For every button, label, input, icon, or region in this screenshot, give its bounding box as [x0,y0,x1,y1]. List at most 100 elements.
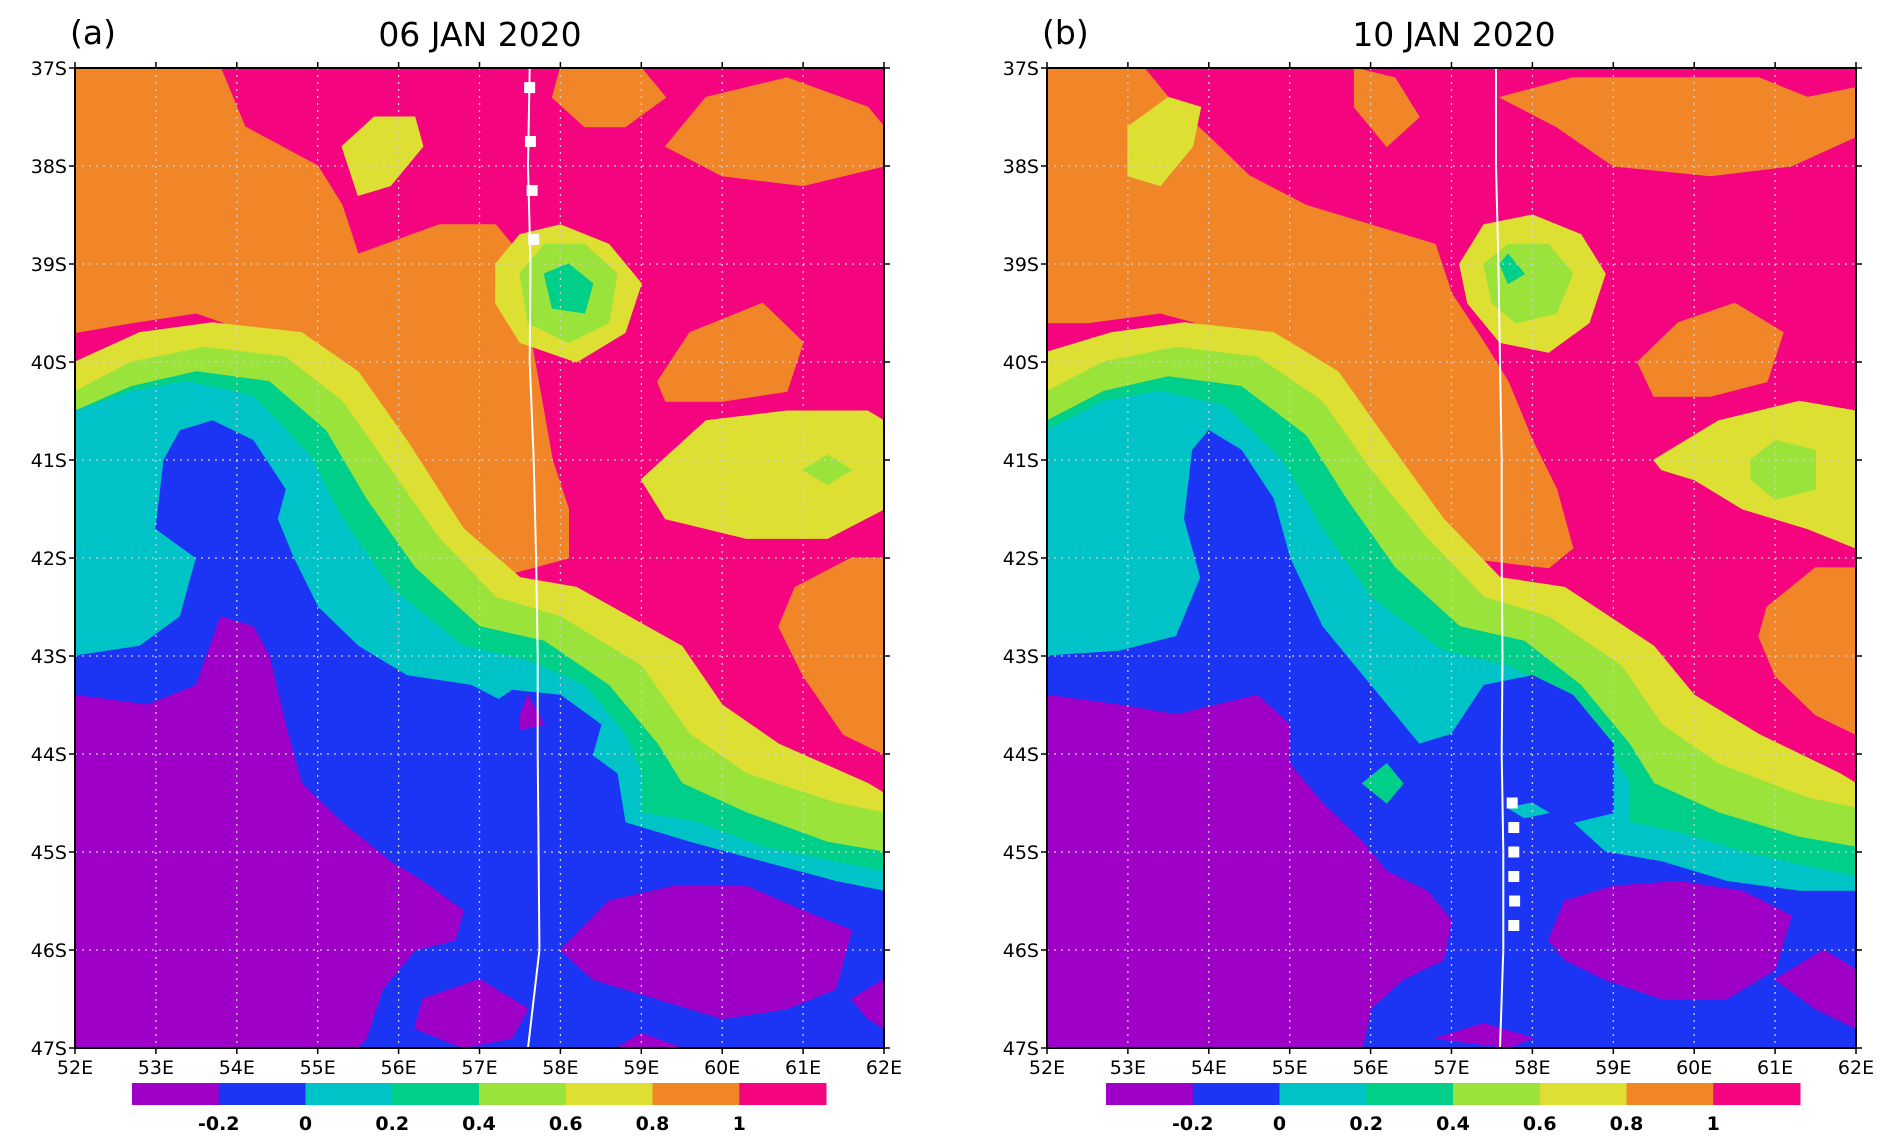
y-tick-label: 41S [1003,450,1039,472]
contour-band-lt--0.2 [1434,1023,1533,1048]
x-tick-label: 61E [785,1057,821,1079]
axes: 52E 53E 54E 55E 56E 57E 58E 59E 60E 61E 62E 37S 38S 3… [31,58,902,1079]
y-tick-label: 43S [1003,646,1039,668]
colorbar-tick-label: -0.2 [198,1113,240,1135]
track-marker [1508,822,1520,833]
track-marker [528,234,540,245]
x-tick-label: 62E [1838,1057,1874,1079]
plot-area: 52E 53E 54E 55E 56E 57E 58E 59E 60E 61E 62E 37S 38S 3… [31,58,902,1079]
y-tick-label: 46S [31,940,67,962]
panel-label: (a) [70,13,116,52]
track-marker [1508,920,1520,931]
satellite-track [526,68,541,1048]
colorbar-swatch [1539,1083,1627,1105]
colorbar-swatch [132,1083,220,1105]
colorbar-swatch [652,1083,740,1105]
contour-band-lt-1 [1499,77,1856,177]
x-tick-label: 54E [219,1057,255,1079]
colorbar-tick-label: 0.4 [1436,1113,1470,1135]
panel-b: (b) 10 JAN 2020 52E 53E 54E 55E 56E 57E 58E 59E… [1003,13,1874,1079]
contour-band-lt-1 [1758,567,1856,735]
y-tick-label: 47S [31,1038,67,1060]
contour-band-lt--0.2 [616,1032,683,1048]
x-tick-label: 57E [1433,1057,1469,1079]
contour-band-lt-0.8 [341,116,424,196]
colorbar-tick-label: 0 [1273,1113,1286,1135]
y-tick-label: 40S [31,352,67,374]
y-tick-label: 45S [31,842,67,864]
contour-field [75,68,884,1048]
colorbar-swatch [1366,1083,1454,1105]
contour-band-lt-0.8 [1127,96,1202,187]
colorbar-tick-label: 1 [1707,1113,1720,1135]
satellite-track [1495,68,1505,1048]
colorbar-tick-label: 0 [299,1113,312,1135]
x-tick-label: 53E [138,1057,174,1079]
colorbar-tick-label: 1 [733,1113,746,1135]
x-tick-label: 56E [1353,1057,1389,1079]
axes: 52E 53E 54E 55E 56E 57E 58E 59E 60E 61E 62E 37S 38S 3… [1003,58,1874,1079]
contour-band-lt-1 [1637,302,1784,397]
panel-a: (a) 06 JAN 2020 52E 53E 54E 55E 56E 57E 58E 59E… [31,13,902,1079]
x-tick-label: 55E [1272,1057,1308,1079]
contour-band-lt-1 [75,68,569,579]
track-marker [526,185,538,196]
colorbar-tick-label: 0.2 [1349,1113,1383,1135]
x-tick-label: 52E [57,1057,93,1079]
colorbar-swatch [1453,1083,1541,1105]
colorbar-swatch [1279,1083,1367,1105]
colorbar-swatch [739,1083,827,1105]
y-tick-label: 42S [31,548,67,570]
colorbar-a: -0.2 0 0.2 0.4 0.6 0.8 1 [132,1083,827,1135]
colorbar-tick-label: 0.2 [375,1113,409,1135]
contour-band-lt-1 [551,68,667,128]
contour-band-lt--0.2 [559,885,853,1020]
y-tick-label: 45S [1003,842,1039,864]
panel-title: 06 JAN 2020 [378,15,581,54]
contour-band-lt-0.2 [1507,802,1550,819]
contour-band-lt--0.2 [851,978,884,1029]
y-tick-label: 44S [1003,744,1039,766]
x-tick-label: 62E [866,1057,902,1079]
colorbar-swatch [1626,1083,1714,1105]
contour-band-lt-1 [1353,68,1420,147]
contour-band-lt-1 [665,77,884,187]
y-tick-label: 41S [31,450,67,472]
gridlines [1047,68,1856,1048]
y-tick-label: 39S [1003,254,1039,276]
x-tick-label: 58E [542,1057,578,1079]
y-tick-label: 46S [1003,940,1039,962]
contour-band-lt-0.8 [640,410,884,539]
y-tick-label: 37S [1003,58,1039,80]
x-tick-label: 60E [1676,1057,1712,1079]
x-tick-label: 59E [1595,1057,1631,1079]
plot-area: 52E 53E 54E 55E 56E 57E 58E 59E 60E 61E 62E 37S 38S 3… [1003,58,1874,1079]
x-tick-label: 55E [300,1057,336,1079]
y-tick-label: 40S [1003,352,1039,374]
colorbar-swatch [565,1083,653,1105]
contour-band-lt-0.4 [543,263,594,314]
x-tick-label: 54E [1191,1057,1227,1079]
colorbar-swatch [218,1083,306,1105]
track-marker [1506,797,1518,809]
colorbar-swatch [305,1083,393,1105]
y-tick-label: 39S [31,254,67,276]
panel-label: (b) [1042,13,1089,52]
x-tick-label: 59E [623,1057,659,1079]
y-tick-label: 38S [1003,156,1039,178]
x-tick-label: 57E [461,1057,497,1079]
y-tick-label: 38S [31,156,67,178]
contour-band-lt-0.4 [1499,253,1525,285]
colorbar-swatch [1106,1083,1194,1105]
x-tick-label: 52E [1029,1057,1065,1079]
track-marker [524,82,536,94]
colorbar-tick-label: 0.8 [636,1113,670,1135]
track-marker [1509,895,1521,907]
colorbar-tick-label: 0.6 [1523,1113,1557,1135]
y-tick-label: 47S [1003,1038,1039,1060]
panel-title: 10 JAN 2020 [1352,15,1555,54]
colorbar-tick-label: -0.2 [1172,1113,1214,1135]
x-tick-label: 58E [1514,1057,1550,1079]
track-marker [1508,871,1520,882]
